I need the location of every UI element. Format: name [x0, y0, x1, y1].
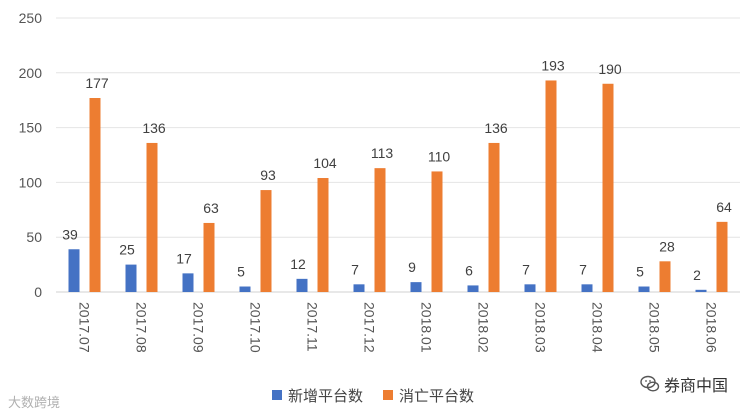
bar-new-platforms	[581, 284, 593, 292]
watermark-left-text: 大数跨境	[8, 395, 61, 410]
data-label-new: 6	[465, 262, 473, 278]
data-label-new: 9	[408, 259, 416, 275]
x-tick-label: 2017.09	[191, 302, 207, 353]
data-label-new: 7	[522, 261, 530, 277]
y-tick-label: 100	[19, 174, 43, 190]
x-tick-label: 2018.05	[647, 302, 663, 353]
data-label-new: 5	[636, 264, 644, 280]
bar-closed-platforms	[374, 168, 386, 292]
bar-closed-platforms	[431, 171, 443, 292]
x-tick-label: 2017.07	[77, 302, 93, 353]
data-label-closed: 110	[428, 148, 451, 164]
data-label-closed: 104	[313, 155, 337, 171]
watermark-right-text: 券商中国	[663, 378, 728, 395]
bar-new-platforms	[467, 285, 479, 292]
data-label-new: 5	[237, 264, 245, 280]
bar-new-platforms	[239, 286, 251, 292]
data-label-closed: 93	[260, 167, 276, 183]
y-tick-label: 200	[19, 65, 43, 81]
x-tick-label: 2018.03	[533, 302, 549, 353]
bar-closed-platforms	[545, 80, 557, 292]
x-tick-label: 2018.01	[419, 302, 435, 353]
data-label-closed: 177	[85, 75, 109, 91]
data-label-closed: 190	[598, 61, 622, 77]
data-label-closed: 28	[659, 238, 675, 254]
data-label-closed: 136	[142, 120, 166, 136]
bar-closed-platforms	[203, 222, 215, 292]
bar-closed-platforms	[659, 261, 671, 292]
y-tick-label: 150	[19, 120, 43, 136]
legend-item-series-2: 消亡平台数	[383, 385, 474, 406]
data-label-new: 7	[351, 261, 359, 277]
data-label-closed: 193	[541, 57, 565, 73]
bar-closed-platforms	[260, 190, 272, 292]
data-label-new: 25	[119, 242, 135, 258]
bar-closed-platforms	[602, 83, 614, 292]
data-label-closed: 113	[371, 145, 394, 161]
legend-item-series-1: 新增平台数	[271, 385, 363, 406]
x-tick-label: 2017.11	[305, 302, 321, 352]
data-label-new: 17	[176, 250, 192, 266]
bar-closed-platforms	[89, 98, 101, 293]
bar-closed-platforms	[488, 142, 500, 292]
y-tick-label: 250	[19, 10, 43, 26]
bar-new-platforms	[524, 284, 536, 292]
bar-new-platforms	[182, 273, 194, 292]
x-tick-label: 2017.08	[134, 302, 150, 353]
x-tick-label: 2018.06	[704, 302, 720, 353]
legend-swatch-series-2	[383, 390, 393, 400]
data-label-new: 12	[290, 256, 306, 272]
legend-label-series-2: 消亡平台数	[399, 387, 475, 405]
bar-new-platforms	[695, 289, 707, 292]
data-label-closed: 63	[203, 200, 219, 216]
y-tick-label: 50	[26, 229, 42, 245]
bar-closed-platforms	[716, 221, 728, 292]
bar-closed-platforms	[146, 142, 158, 292]
x-tick-label: 2018.02	[476, 302, 492, 353]
y-tick-label: 0	[34, 284, 42, 300]
bar-new-platforms	[410, 282, 422, 292]
data-label-new: 2	[693, 267, 701, 283]
x-tick-label: 2018.04	[590, 302, 606, 353]
x-tick-label: 2017.12	[362, 302, 378, 353]
data-label-new: 39	[62, 226, 78, 242]
watermark-right: 券商中国	[640, 372, 728, 396]
data-label-closed: 136	[484, 120, 508, 136]
watermark-left: 大数跨境	[8, 392, 60, 411]
wechat-logo-icon	[640, 375, 660, 392]
bar-new-platforms	[296, 278, 308, 292]
legend-swatch-series-1	[271, 390, 282, 400]
bar-new-platforms	[68, 249, 80, 292]
bar-new-platforms	[638, 286, 650, 292]
bar-closed-platforms	[317, 178, 329, 292]
bar-new-platforms	[353, 284, 365, 292]
bar-new-platforms	[125, 264, 137, 292]
data-label-new: 7	[579, 261, 587, 277]
legend-label-series-1: 新增平台数	[287, 387, 363, 405]
data-label-closed: 64	[716, 199, 732, 215]
x-tick-label: 2017.10	[248, 302, 264, 353]
legend: 新增平台数 消亡平台数	[0, 384, 746, 406]
